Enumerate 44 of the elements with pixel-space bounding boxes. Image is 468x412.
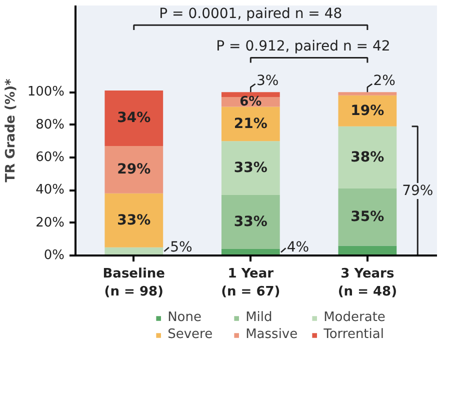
legend-label: Severe [168,327,214,342]
y-tick-label: 20% [36,215,65,230]
x-tick-label: 1 Year (n = 67) [221,266,280,300]
bar [338,188,397,246]
bar [221,92,280,98]
bar [104,90,164,146]
y-tick-label: 60% [36,150,65,165]
y-tick-label: 40% [36,182,65,198]
x-tick-label: Baseline (n = 98) [102,266,166,300]
data-label: 35% [350,209,384,226]
data-label: 3% [256,72,279,89]
data-label: 33% [234,160,268,176]
data-label: 2% [373,72,396,89]
legend-label: Mild [246,310,274,325]
data-label: 29% [117,162,151,178]
legend-label: Massive [246,327,299,342]
y-tick-label: 100% [27,84,65,100]
legend-label: Moderate [324,310,386,325]
bar [221,106,280,142]
data-label: 5% [170,239,192,256]
bar [104,146,164,194]
annotation: P = 0.912, paired n = 42 [216,38,390,55]
bar [221,141,280,196]
annotation: 79% [402,182,434,199]
data-label: 6% [240,94,262,110]
y-axis-title: TR Grade (%)* [3,78,18,182]
legend-label: Torrential [324,327,384,342]
x-tick-label: 3 Years (n = 48) [338,266,398,300]
legend-label: None [168,310,202,325]
bar [338,92,397,96]
bar [338,126,397,189]
data-label: 21% [234,116,268,132]
data-label: 4% [286,239,310,256]
data-label: 34% [117,110,151,126]
y-tick-label: 0% [44,248,64,263]
data-label: 33% [234,214,268,230]
data-label: 19% [350,102,384,119]
bar [104,193,164,248]
data-label: 33% [117,212,151,228]
bar [338,246,397,256]
annotation: P = 0.0001, paired n = 48 [159,6,342,22]
y-tick-label: 80% [36,117,65,132]
data-label: 38% [350,149,384,166]
bar [221,195,280,249]
